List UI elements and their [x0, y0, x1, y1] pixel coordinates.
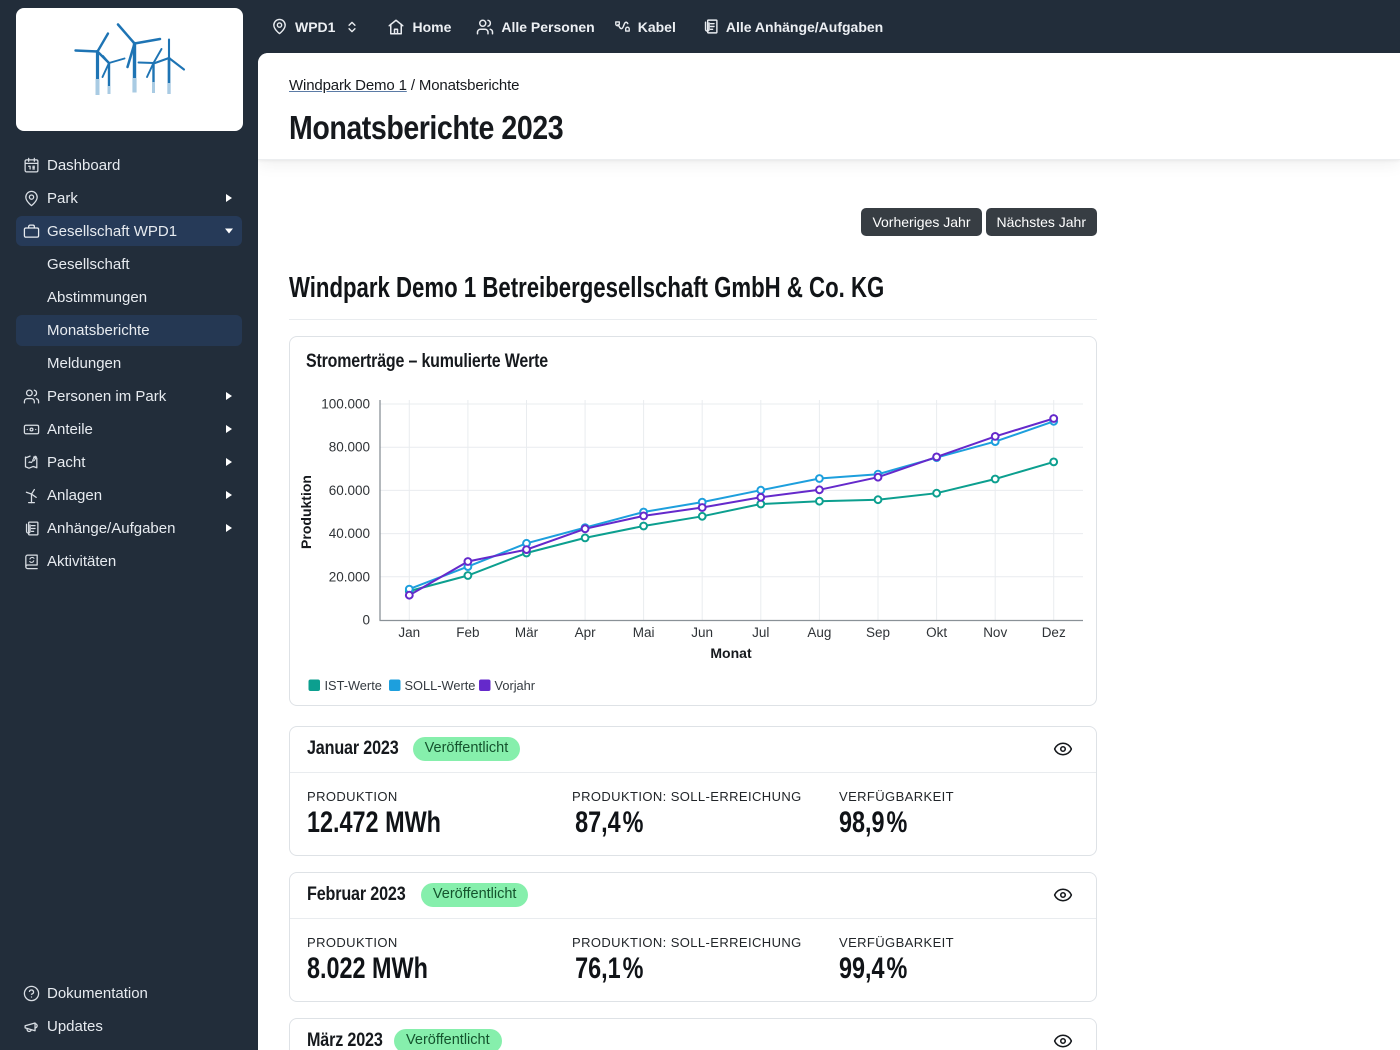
svg-text:Jan: Jan — [398, 625, 420, 640]
svg-text:Mär: Mär — [515, 625, 539, 640]
svg-text:Jul: Jul — [752, 625, 769, 640]
svg-text:Feb: Feb — [456, 625, 479, 640]
svg-text:Monat: Monat — [710, 645, 752, 661]
svg-text:Apr: Apr — [575, 625, 597, 640]
svg-text:SOLL-Werte: SOLL-Werte — [405, 678, 476, 693]
svg-text:IST-Werte: IST-Werte — [325, 678, 382, 693]
svg-text:20.000: 20.000 — [329, 569, 370, 584]
svg-text:Vorjahr: Vorjahr — [495, 678, 536, 693]
svg-text:60.000: 60.000 — [329, 483, 370, 498]
svg-text:100.000: 100.000 — [321, 397, 370, 412]
svg-text:Nov: Nov — [983, 625, 1007, 640]
svg-text:40.000: 40.000 — [329, 526, 370, 541]
svg-text:Jun: Jun — [691, 625, 713, 640]
svg-text:Aug: Aug — [807, 625, 831, 640]
svg-text:Mai: Mai — [633, 625, 655, 640]
svg-text:Sep: Sep — [866, 625, 890, 640]
svg-text:Dez: Dez — [1042, 625, 1066, 640]
svg-text:Okt: Okt — [926, 625, 947, 640]
svg-text:0: 0 — [362, 613, 370, 628]
svg-text:Produktion: Produktion — [298, 475, 314, 549]
svg-text:80.000: 80.000 — [329, 440, 370, 455]
